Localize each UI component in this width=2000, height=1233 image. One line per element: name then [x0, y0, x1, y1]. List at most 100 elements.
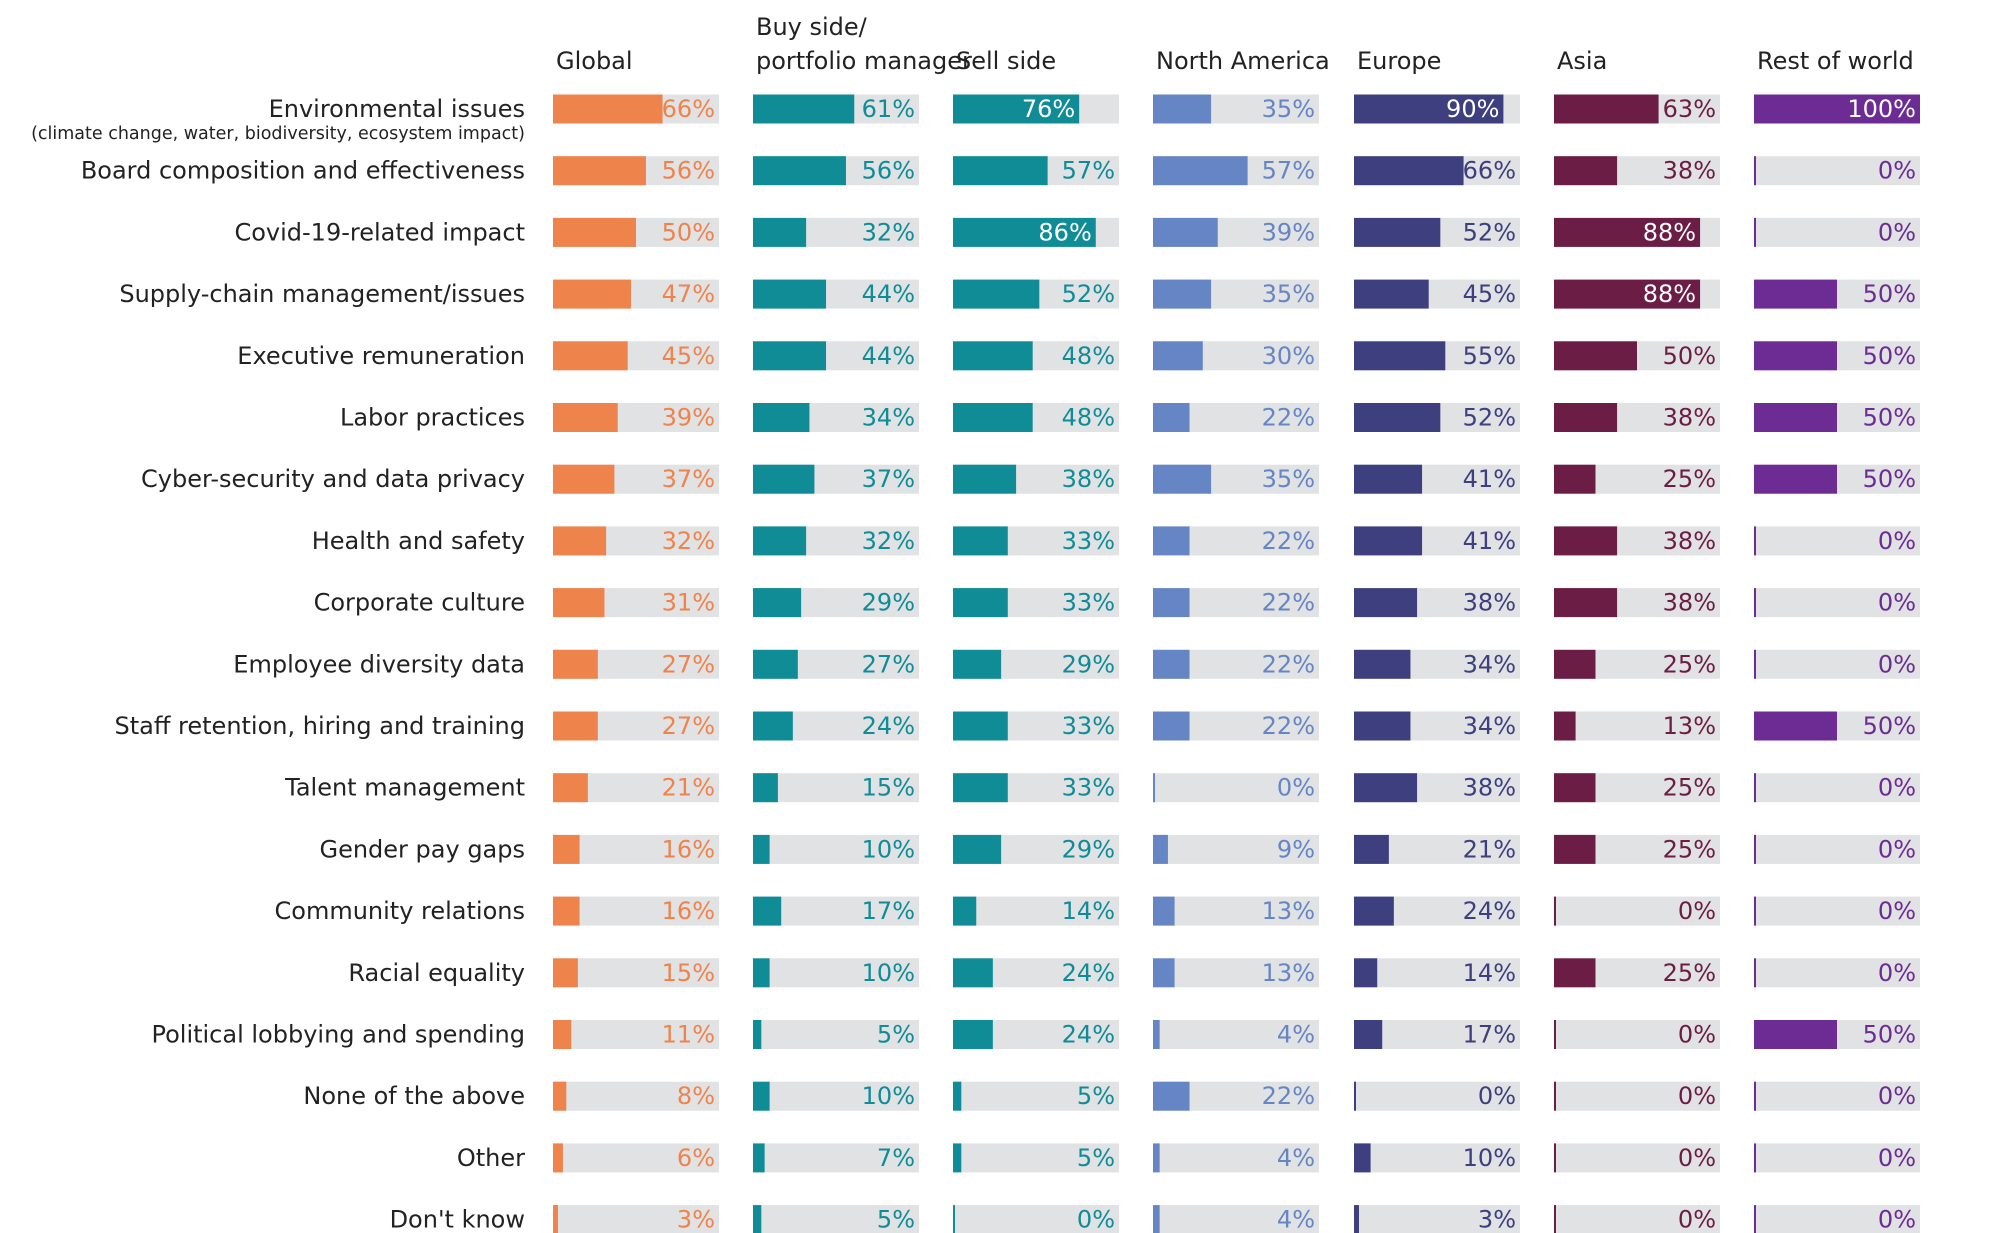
value-label-europe-community-relations: 24%	[1463, 897, 1516, 925]
value-label-rest-of-world-none-of-the-above: 0%	[1878, 1082, 1916, 1110]
value-label-asia-don-t-know: 0%	[1678, 1206, 1716, 1233]
value-label-north-america-political-lobbying-and-spending: 4%	[1277, 1021, 1315, 1049]
bar-sell-side-environmental-issues	[953, 94, 1080, 124]
row-label-board-composition-and-effectiveness: Board composition and effectiveness	[81, 157, 525, 185]
bar-rest-of-world-gender-pay-gaps	[1754, 834, 1756, 864]
value-label-sell-side-employee-diversity-data: 29%	[1062, 650, 1115, 678]
bar-north-america-supply-chain-management-issues	[1153, 279, 1212, 309]
bar-track-asia-staff-retention-hiring-and-training	[1554, 711, 1720, 741]
value-label-sell-side-racial-equality: 24%	[1062, 959, 1115, 987]
value-label-sell-side-community-relations: 14%	[1062, 897, 1115, 925]
value-label-global-executive-remuneration: 45%	[662, 342, 715, 370]
bar-track-north-america-talent-management	[1153, 773, 1319, 803]
bar-global-cyber-security-and-data-privacy	[553, 464, 615, 494]
bar-rest-of-world-community-relations	[1754, 896, 1756, 926]
value-label-north-america-health-and-safety: 22%	[1262, 527, 1315, 555]
bar-global-corporate-culture	[553, 588, 605, 618]
bar-track-europe-other	[1354, 1143, 1520, 1173]
value-label-north-america-none-of-the-above: 22%	[1262, 1082, 1315, 1110]
bar-europe-board-composition-and-effectiveness	[1354, 156, 1464, 186]
bar-europe-other	[1354, 1143, 1371, 1173]
value-label-rest-of-world-health-and-safety: 0%	[1878, 527, 1916, 555]
value-label-buy-side-portfolio-manager-employee-diversity-data: 27%	[862, 650, 915, 678]
value-label-sell-side-health-and-safety: 33%	[1062, 527, 1115, 555]
bar-groups: 66% 56% 50% 47% 45% 39% 37% 32% 31% 27% 27% 21% 16% 1…	[553, 94, 1920, 1233]
bar-rest-of-world-none-of-the-above	[1754, 1081, 1756, 1111]
bar-track-global-none-of-the-above	[553, 1081, 719, 1111]
value-label-buy-side-portfolio-manager-political-lobbying-and-spending: 5%	[877, 1021, 915, 1049]
value-label-buy-side-portfolio-manager-corporate-culture: 29%	[862, 589, 915, 617]
value-label-sell-side-cyber-security-and-data-privacy: 38%	[1062, 465, 1115, 493]
bar-global-health-and-safety	[553, 526, 607, 556]
value-label-north-america-racial-equality: 13%	[1262, 959, 1315, 987]
value-label-sell-side-staff-retention-hiring-and-training: 33%	[1062, 712, 1115, 740]
value-label-sell-side-labor-practices: 48%	[1062, 404, 1115, 432]
bar-track-buy-side-portfolio-manager-gender-pay-gaps	[753, 834, 919, 864]
bar-track-buy-side-portfolio-manager-political-lobbying-and-spending	[753, 1020, 919, 1049]
row-label-other: Other	[457, 1144, 525, 1172]
value-label-north-america-gender-pay-gaps: 9%	[1277, 835, 1315, 863]
bar-sell-side-political-lobbying-and-spending	[953, 1020, 993, 1049]
bar-track-north-america-racial-equality	[1153, 958, 1319, 988]
column-header-rest-of-world: Rest of world	[1757, 47, 1914, 75]
bar-asia-talent-management	[1554, 773, 1596, 803]
bar-europe-none-of-the-above	[1354, 1081, 1356, 1111]
value-label-asia-employee-diversity-data: 25%	[1663, 650, 1716, 678]
bar-buy-side-portfolio-manager-covid-19-related-impact	[753, 217, 807, 247]
bar-buy-side-portfolio-manager-community-relations	[753, 896, 782, 926]
bar-track-sell-side-none-of-the-above	[953, 1081, 1119, 1111]
bar-north-america-don-t-know	[1153, 1205, 1160, 1233]
bar-track-rest-of-world-racial-equality	[1754, 958, 1920, 988]
bar-global-executive-remuneration	[553, 341, 628, 371]
value-label-global-don-t-know: 3%	[677, 1206, 715, 1233]
value-label-global-supply-chain-management-issues: 47%	[662, 280, 715, 308]
bar-rest-of-world-executive-remuneration	[1754, 341, 1837, 371]
value-label-europe-other: 10%	[1463, 1144, 1516, 1172]
bar-asia-gender-pay-gaps	[1554, 834, 1596, 864]
bar-rest-of-world-labor-practices	[1754, 403, 1837, 432]
value-label-global-cyber-security-and-data-privacy: 37%	[662, 465, 715, 493]
row-label-supply-chain-management-issues: Supply-chain management/issues	[119, 280, 525, 308]
bar-buy-side-portfolio-manager-board-composition-and-effectiveness	[753, 156, 846, 186]
bar-north-america-labor-practices	[1153, 403, 1190, 432]
bar-asia-corporate-culture	[1554, 588, 1618, 618]
bar-rest-of-world-environmental-issues	[1754, 94, 1920, 124]
value-label-global-employee-diversity-data: 27%	[662, 650, 715, 678]
value-label-europe-political-lobbying-and-spending: 17%	[1463, 1021, 1516, 1049]
bar-buy-side-portfolio-manager-corporate-culture	[753, 588, 802, 618]
bar-track-asia-don-t-know	[1554, 1205, 1720, 1233]
value-label-rest-of-world-supply-chain-management-issues: 50%	[1863, 280, 1916, 308]
bar-north-america-employee-diversity-data	[1153, 649, 1190, 679]
bar-north-america-gender-pay-gaps	[1153, 834, 1168, 864]
bar-sell-side-none-of-the-above	[953, 1081, 962, 1111]
column-header-north-america: North America	[1156, 47, 1330, 75]
bar-track-rest-of-world-gender-pay-gaps	[1754, 834, 1920, 864]
value-label-europe-racial-equality: 14%	[1463, 959, 1516, 987]
bar-track-europe-don-t-know	[1354, 1205, 1520, 1233]
value-label-europe-board-composition-and-effectiveness: 66%	[1463, 157, 1516, 185]
row-label-don-t-know: Don't know	[390, 1206, 525, 1233]
bar-europe-corporate-culture	[1354, 588, 1418, 618]
bar-track-rest-of-world-none-of-the-above	[1754, 1081, 1920, 1111]
bar-track-global-political-lobbying-and-spending	[553, 1020, 719, 1049]
value-label-europe-supply-chain-management-issues: 45%	[1463, 280, 1516, 308]
row-label-political-lobbying-and-spending: Political lobbying and spending	[151, 1021, 525, 1049]
value-label-europe-environmental-issues: 90%	[1446, 95, 1499, 123]
value-label-asia-board-composition-and-effectiveness: 38%	[1663, 157, 1716, 185]
bar-track-buy-side-portfolio-manager-talent-management	[753, 773, 919, 803]
value-label-north-america-employee-diversity-data: 22%	[1262, 650, 1315, 678]
bar-track-asia-none-of-the-above	[1554, 1081, 1720, 1111]
bar-global-don-t-know	[553, 1205, 558, 1233]
bar-north-america-staff-retention-hiring-and-training	[1153, 711, 1190, 741]
bar-global-supply-chain-management-issues	[553, 279, 632, 309]
bar-global-other	[553, 1143, 563, 1173]
value-label-europe-gender-pay-gaps: 21%	[1463, 835, 1516, 863]
bar-rest-of-world-don-t-know	[1754, 1205, 1756, 1233]
bar-sell-side-board-composition-and-effectiveness	[953, 156, 1048, 186]
bar-rest-of-world-board-composition-and-effectiveness	[1754, 156, 1756, 186]
bar-track-rest-of-world-covid-19-related-impact	[1754, 217, 1920, 247]
bar-sell-side-cyber-security-and-data-privacy	[953, 464, 1017, 494]
value-label-rest-of-world-covid-19-related-impact: 0%	[1878, 218, 1916, 246]
value-label-rest-of-world-corporate-culture: 0%	[1878, 589, 1916, 617]
bar-global-political-lobbying-and-spending	[553, 1020, 572, 1049]
